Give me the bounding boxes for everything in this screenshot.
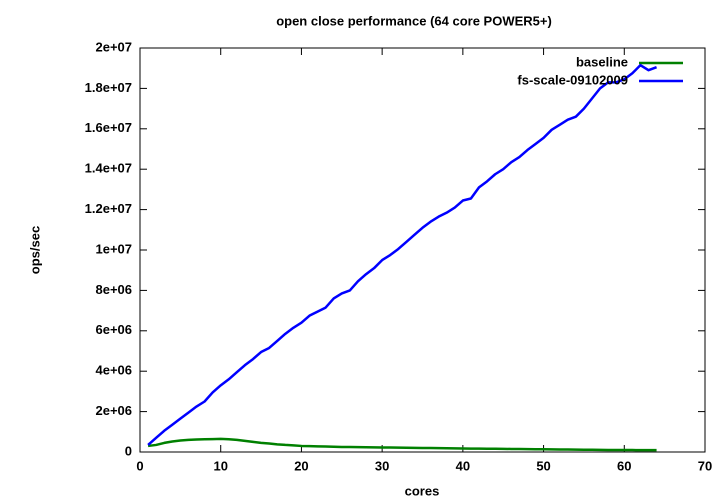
x-tick-label: 60 <box>617 458 631 473</box>
y-tick-label: 0 <box>125 443 132 458</box>
y-axis-label: ops/sec <box>27 226 42 274</box>
series-line <box>147 437 657 452</box>
y-tick-label: 6e+06 <box>95 322 132 337</box>
legend-label: fs-scale-09102009 <box>517 72 628 87</box>
x-tick-label: 20 <box>294 458 308 473</box>
y-tick-label: 8e+06 <box>95 282 132 297</box>
y-tick-label: 4e+06 <box>95 363 132 378</box>
chart-title: open close performance (64 core POWER5+) <box>276 13 552 28</box>
legend-label: baseline <box>576 54 628 69</box>
x-tick-label: 10 <box>213 458 227 473</box>
y-tick-label: 1.2e+07 <box>85 201 132 216</box>
plot-frame <box>139 47 706 453</box>
series-line <box>147 63 658 446</box>
x-tick-label: 70 <box>698 458 712 473</box>
y-tick-label: 1.6e+07 <box>85 120 132 135</box>
y-tick-label: 1.8e+07 <box>85 80 132 95</box>
y-tick-label: 2e+07 <box>95 39 132 54</box>
y-tick-label: 1e+07 <box>95 241 132 256</box>
y-tick-label: 2e+06 <box>95 403 132 418</box>
x-tick-label: 30 <box>375 458 389 473</box>
x-axis-label: cores <box>405 483 440 498</box>
x-tick-label: 40 <box>456 458 470 473</box>
x-tick-label: 50 <box>536 458 550 473</box>
x-tick-label: 0 <box>136 458 143 473</box>
y-tick-label: 1.4e+07 <box>85 161 132 176</box>
